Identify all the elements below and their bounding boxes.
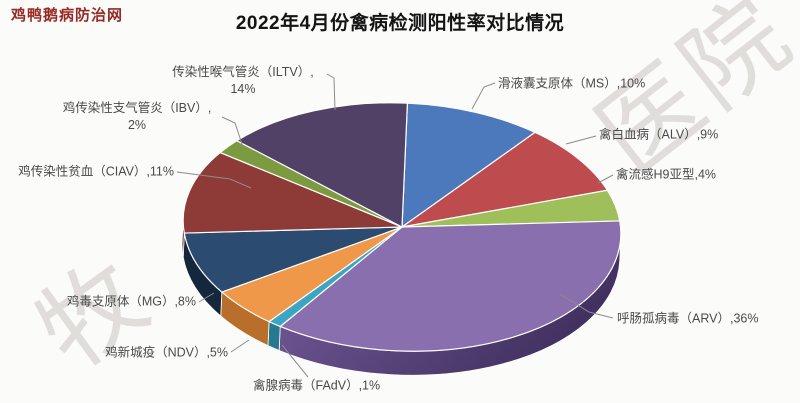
pie-slice-CIAV [182,151,403,234]
pie-slice-MG [183,226,403,293]
slice-label-MG: 鸡毒支原体（MG）,8% [66,294,196,309]
slice-label-ARV: 呼肠孤病毒（ARV）,36% [617,311,759,326]
pie-slice-MS [401,102,536,228]
pie-slice-ILTV [236,102,409,228]
slice-label-ALV: 禽白血病（ALV）,9% [599,127,719,142]
leader-line-MG [198,292,215,303]
leader-line-IBV [221,116,244,148]
chart-title: 2022年4月份禽病检测阳性率对比情况 [235,13,565,34]
leader-line-CIAV [176,171,252,189]
slice-label-IBV: 鸡传染性支气管炎（IBV）, 2% [62,101,212,132]
site-watermark-tag: 鸡鸭鹅病防治网 [11,7,124,24]
leader-line-ARV [559,293,614,319]
leader-line-FAdV [281,344,309,378]
leader-line-NDV [230,339,250,353]
leader-line-MS [471,82,496,110]
pie-slice-ARV [279,220,622,352]
slice-label-CIAV: 鸡传染性贫血（CIAV）,11% [18,164,174,179]
slice-label-ILTV: 传染性喉气管炎（ILTV）, 14% [172,65,314,96]
leader-line-H9 [597,174,614,184]
slice-label-NDV: 鸡新城疫（NDV）,5% [105,345,228,360]
slice-label-H9: 禽流感H9亚型,4% [616,167,717,182]
leader-line-ILTV [326,73,336,111]
leader-line-ALV [565,135,597,145]
slice-label-FAdV: 禽腺病毒（FAdV）,1% [253,378,381,393]
slice-label-MS: 滑液囊支原体（MS）,10% [498,76,646,91]
pie-slice-ALV [401,131,609,228]
